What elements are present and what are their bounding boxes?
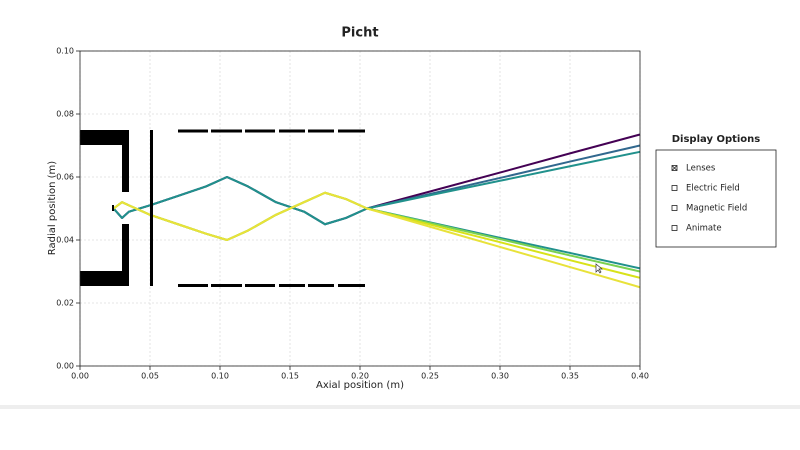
y-tick-label: 0.02 [56,299,74,308]
footer-bar [0,405,800,409]
y-tick-label: 0.10 [56,47,74,56]
electrode [122,224,129,286]
lens [279,129,305,133]
option[interactable]: Magnetic Field [671,204,747,214]
option-label[interactable]: Magnetic Field [686,204,747,214]
lens [211,284,242,287]
options-title: Display Options [672,134,761,145]
x-tick-label: 0.05 [141,372,159,381]
y-tick-label: 0.08 [56,110,74,119]
checkbox[interactable] [671,225,678,231]
anode [150,130,153,286]
option[interactable]: Electric Field [671,184,740,194]
option-label[interactable]: Lenses [686,164,716,174]
lens [308,284,334,287]
option-label[interactable]: Electric Field [686,184,740,194]
electrode [122,130,129,192]
cursor [595,263,603,274]
x-tick-label: 0.10 [211,372,229,381]
electrode [80,130,129,145]
lens [308,129,334,133]
option-label[interactable]: Animate [686,224,722,234]
x-tick-label: 0.00 [71,372,89,381]
grid [79,50,641,367]
x-tick-label: 0.20 [351,372,369,381]
check-mark [671,165,678,171]
lens [279,284,305,287]
y-tick-label: 0.00 [56,362,74,371]
options: Lenses Electric Field Magnetic Field Animat… [671,164,747,234]
chart-title: Picht [341,26,378,41]
trajectory [113,191,641,289]
lens [178,284,208,287]
checkbox[interactable] [671,205,678,211]
x-tick-label: 0.25 [421,372,439,381]
lens [245,284,275,287]
x-axis-label: Axial position (m) [316,380,404,391]
trajectories [112,133,641,289]
lens [245,129,275,133]
x-tick-label: 0.15 [281,372,299,381]
x-tick-label: 0.30 [491,372,509,381]
lens [211,129,242,133]
y-tick-label: 0.04 [56,236,74,245]
electrode [80,271,129,286]
trajectory [112,144,641,226]
trajectory [113,191,641,273]
lens [338,284,365,287]
lens [338,129,365,133]
option[interactable]: Lenses [671,164,716,174]
checkbox[interactable] [671,185,678,191]
ticks: 0.00 0.05 0.10 0.15 0.20 0.25 0.30 0.35 0.40 0.00… [56,47,649,381]
cathode [112,205,114,211]
electrodes [80,129,365,287]
y-axis-label: Radial position (m) [47,161,58,255]
y-tick-label: 0.06 [56,173,74,182]
trajectory [112,150,641,226]
x-tick-label: 0.40 [631,372,649,381]
lens [178,129,208,133]
option[interactable]: Animate [671,224,722,234]
x-tick-label: 0.35 [561,372,579,381]
